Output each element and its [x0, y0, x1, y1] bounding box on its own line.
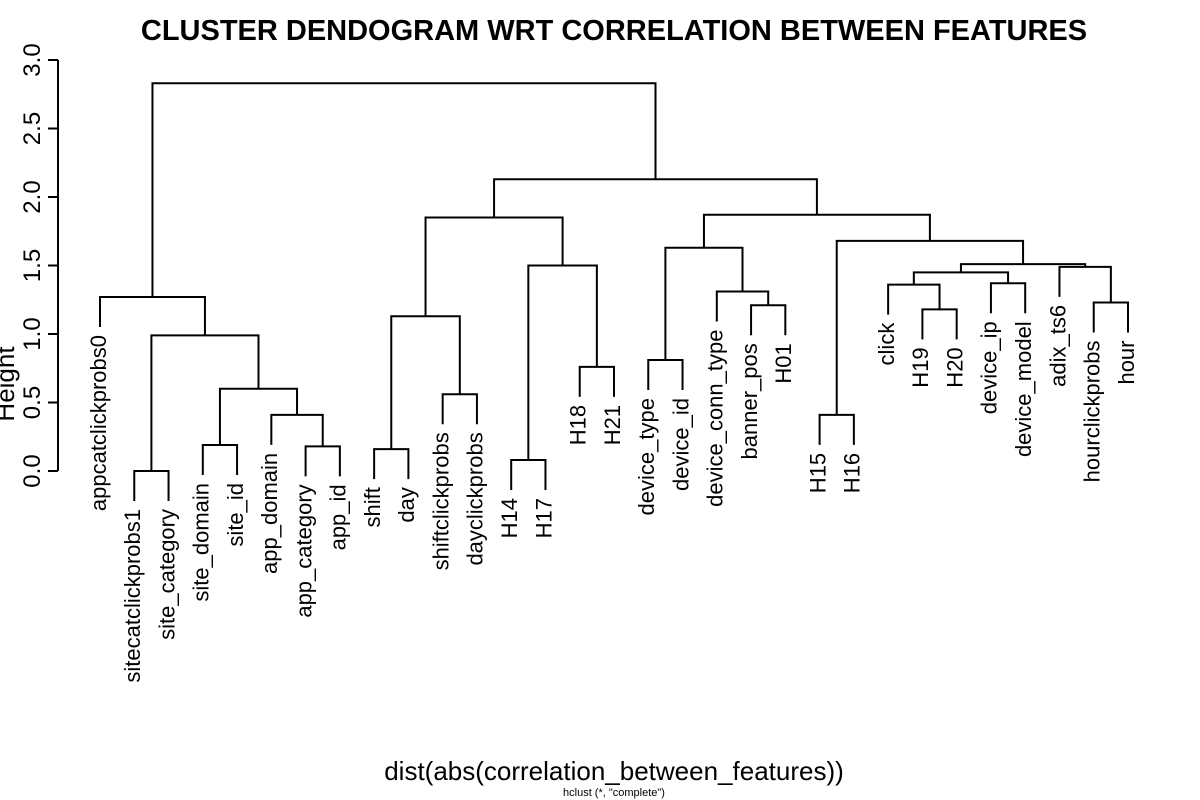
leaf-label: sitecatclickprobs1 — [120, 509, 145, 683]
dendrogram-link — [201, 443, 239, 475]
leaf-label: H17 — [531, 498, 556, 538]
dendrogram-link — [959, 263, 1087, 273]
dendrogram-link — [989, 282, 1027, 314]
leaf-label: H21 — [600, 405, 625, 445]
y-tick-label: 3.0 — [19, 43, 46, 76]
leaf-label: site_category — [154, 509, 179, 640]
dendrogram-link — [270, 413, 324, 447]
chart-title: CLUSTER DENDOGRAM WRT CORRELATION BETWEE… — [141, 15, 1087, 47]
leaf-label: device_id — [668, 398, 693, 491]
leaf-label: hourclickprobs — [1080, 340, 1105, 482]
dendrogram-link — [150, 334, 260, 471]
leaf-label: click — [874, 322, 899, 366]
dendrogram-links — [99, 82, 1129, 501]
y-tick-label: 2.5 — [19, 112, 46, 145]
leaf-label: dayclickprobs — [463, 432, 488, 565]
dendrogram-link — [373, 448, 410, 480]
dendrogram-link — [151, 82, 657, 298]
leaf-label: device_type — [634, 398, 659, 515]
leaf-label: shift — [360, 487, 385, 527]
y-tick-label: 1.5 — [19, 249, 46, 282]
leaf-labels: appcatclickprobs0 sitecatclickprobs1 site_… — [86, 305, 1139, 683]
dendrogram-link — [702, 213, 931, 248]
leaf-label: device_ip — [977, 321, 1002, 414]
leaf-label: app_id — [326, 484, 351, 550]
leaf-label: device_conn_type — [703, 330, 728, 507]
dendrogram-link — [441, 393, 478, 425]
dendrogram-link — [715, 290, 770, 322]
dendrogram-link — [647, 359, 684, 391]
dendrogram-link — [921, 308, 958, 340]
dendrogram-link — [1058, 265, 1112, 303]
leaf-label: H01 — [771, 343, 796, 383]
y-axis: 0.0 0.5 1.0 1.5 2.0 2.5 3.0 — [19, 43, 59, 488]
y-tick-label: 0.5 — [19, 386, 46, 419]
leaf-label: device_model — [1011, 321, 1036, 457]
leaf-label: H19 — [908, 347, 933, 387]
leaf-label: day — [394, 487, 419, 522]
dendrogram-link — [578, 365, 615, 397]
dendrogram-link — [304, 445, 341, 477]
leaf-label: H20 — [942, 347, 967, 387]
leaf-label: adix_ts6 — [1045, 305, 1070, 387]
leaf-label: app_domain — [257, 453, 282, 574]
dendrogram-link — [750, 304, 787, 336]
leaf-label: site_id — [223, 483, 248, 547]
leaf-label: site_domain — [189, 483, 214, 602]
hclust-method-label: hclust (*, "complete") — [563, 787, 665, 799]
leaf-label: H15 — [805, 453, 830, 493]
y-tick-label: 1.0 — [19, 317, 46, 350]
y-tick-label: 2.0 — [19, 180, 46, 213]
leaf-label: H14 — [497, 498, 522, 538]
leaf-label: appcatclickprobs0 — [86, 335, 111, 511]
x-axis-title: dist(abs(correlation_between_features)) — [384, 756, 844, 786]
leaf-label: hour — [1114, 340, 1139, 384]
dendrogram-link — [390, 315, 461, 450]
y-tick-label: 0.0 — [19, 454, 46, 487]
dendrogram-link — [510, 459, 547, 491]
leaf-label: banner_pos — [737, 343, 762, 459]
leaf-label: app_category — [291, 484, 316, 617]
dendrogram-link — [1092, 301, 1129, 333]
leaf-label: H16 — [840, 453, 865, 493]
y-axis-title: Height — [0, 346, 20, 422]
leaf-label: H18 — [566, 405, 591, 445]
dendrogram-link — [424, 216, 564, 317]
dendrogram-link — [99, 296, 206, 336]
dendrogram-link — [818, 413, 855, 445]
dendrogram-link — [218, 387, 299, 445]
dendrogram-link — [133, 470, 170, 501]
dendrogram-link — [493, 178, 818, 218]
leaf-label: shiftclickprobs — [428, 432, 453, 570]
